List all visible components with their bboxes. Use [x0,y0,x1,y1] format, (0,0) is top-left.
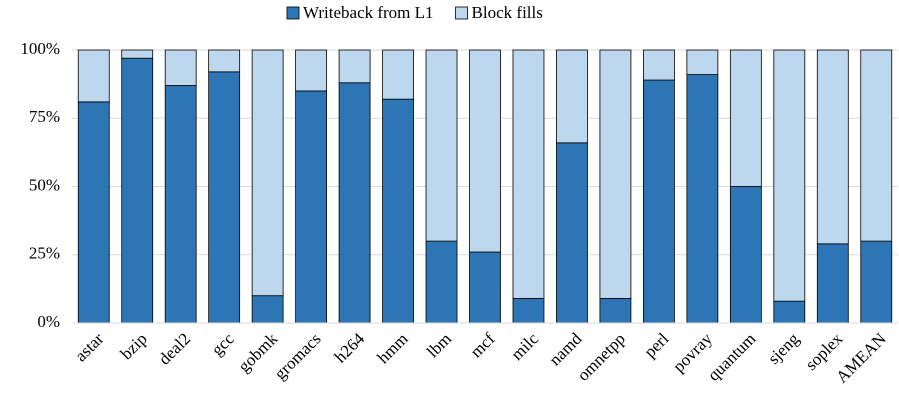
x-tick-label: quantum [704,329,760,385]
x-tick-label: omnetpp [574,329,630,385]
bar-segment [295,90,328,324]
bar-segment [729,49,762,187]
bar-segment [338,82,371,324]
bar-segment [512,49,545,299]
bar-segment [816,243,849,324]
legend-label: Block fills [472,3,543,22]
bar-segment [816,49,849,245]
y-tick-label: 75% [29,107,60,126]
y-tick-label: 50% [29,175,60,194]
bar-segment [860,49,893,242]
x-tick-label: deal2 [155,329,194,368]
bar-segment [729,186,762,324]
y-tick-label: 0% [37,312,60,331]
x-tick-label: astar [71,329,107,365]
bar-segment [642,49,675,81]
bar-segment [599,298,632,324]
y-tick-label: 25% [29,244,60,263]
legend-label: Writeback from L1 [303,3,434,22]
bar-segment [469,251,501,324]
legend-swatch [455,6,468,20]
x-tick-label: hmm [373,329,411,367]
bar-segment [164,85,197,324]
bar-segment [164,49,197,86]
bar-segment [251,295,284,324]
bar-segment [338,49,371,84]
x-tick-label: mcf [466,329,498,361]
x-tick-label: lbm [423,329,455,361]
x-tick-label: milc [507,329,542,364]
x-tick-label: namd [545,329,585,369]
bar-segment [642,79,675,324]
bar-segment [208,71,241,324]
bar-segment [295,49,328,92]
bar-segment [512,298,545,324]
bar-segment [773,300,806,324]
x-tick-label: gromacs [271,329,325,383]
bar-segment [773,49,806,302]
bar-segment [77,101,110,324]
x-tick-label: gcc [208,329,238,359]
y-tick-label: 100% [20,39,60,58]
bar-segment [208,49,241,73]
x-tick-label: sjeng [764,329,803,368]
bar-segment [599,49,632,299]
bar-segment [77,49,110,103]
x-tick-label: perl [640,329,672,361]
bar-segment [121,49,154,59]
bar-segment [121,57,154,324]
x-tick-label: bzip [117,329,151,363]
bar-segment [251,49,284,297]
bar-segment [860,240,893,324]
bar-segment [469,49,501,253]
bar-segment [425,240,458,324]
bar-segment [686,49,719,75]
bar-segment [382,49,414,100]
bar-segment [556,142,588,324]
legend-swatch [286,6,300,20]
x-tick-label: h264 [331,329,369,367]
bar-segment [556,49,588,144]
bar-segment [382,98,414,324]
bar-segment [686,74,719,324]
bar-segment [425,49,458,242]
